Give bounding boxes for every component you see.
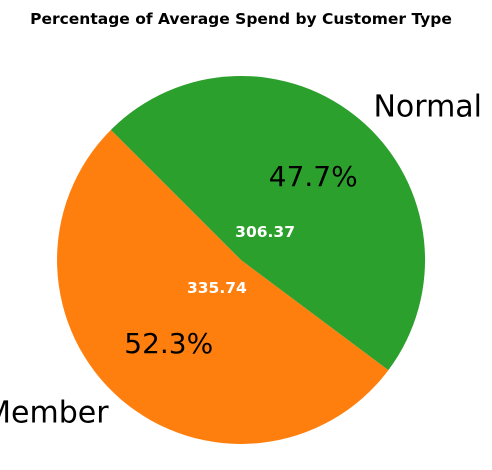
pie-slice-member <box>57 129 389 444</box>
labels-layer: Member 52.3% 335.74 Normal 47.7% 306.37 <box>0 89 482 430</box>
percent-label-member: 52.3% <box>124 327 213 360</box>
percent-label-normal: 47.7% <box>269 160 358 193</box>
value-label-member: 335.74 <box>187 279 247 297</box>
value-label-normal: 306.37 <box>235 223 295 241</box>
slices-layer <box>57 75 426 444</box>
slice-label-normal: Normal <box>373 89 482 124</box>
chart-title: Percentage of Average Spend by Customer … <box>30 10 452 28</box>
slice-label-member: Member <box>0 396 109 431</box>
pie-slice-normal <box>110 75 426 371</box>
